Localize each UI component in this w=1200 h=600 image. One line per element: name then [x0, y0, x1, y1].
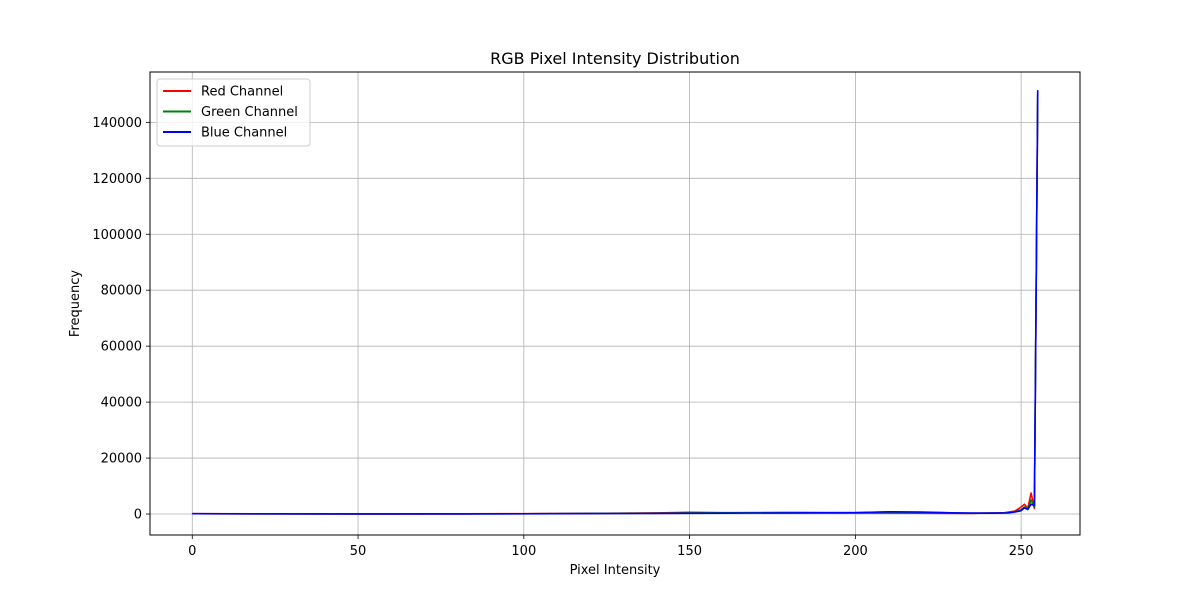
- y-tick-label: 20000: [101, 452, 142, 467]
- x-tick-label: 200: [843, 544, 868, 559]
- y-tick-label: 120000: [92, 172, 142, 187]
- y-tick-label: 60000: [101, 340, 142, 355]
- x-tick-label: 100: [511, 544, 536, 559]
- x-tick-label: 0: [188, 544, 196, 559]
- grid: [150, 72, 1080, 535]
- x-axis-label: Pixel Intensity: [570, 563, 661, 578]
- x-tick-label: 50: [350, 544, 367, 559]
- y-tick-label: 0: [134, 508, 142, 523]
- y-tick-label: 40000: [101, 396, 142, 411]
- axis-ticks: 0 50 100 150 200 250 0 20000 40000 60000 80000 1000…: [92, 116, 1033, 559]
- plot-frame: [149, 71, 1081, 536]
- legend: Red Channel Green Channel Blue Channel: [156, 78, 311, 147]
- x-tick-label: 150: [677, 544, 702, 559]
- legend-box: [156, 78, 311, 147]
- series-lines: [192, 90, 1039, 515]
- legend-label: Red Channel: [201, 85, 283, 100]
- y-tick-label: 140000: [92, 116, 142, 131]
- y-tick-label: 80000: [101, 284, 142, 299]
- y-axis-label: Frequency: [68, 270, 83, 337]
- x-tick-label: 250: [1009, 544, 1034, 559]
- series-line-blue-channel: [192, 90, 1039, 515]
- chart-title: RGB Pixel Intensity Distribution: [490, 49, 740, 68]
- y-tick-label: 100000: [92, 228, 142, 243]
- legend-label: Green Channel: [201, 105, 298, 120]
- legend-label: Blue Channel: [201, 126, 287, 141]
